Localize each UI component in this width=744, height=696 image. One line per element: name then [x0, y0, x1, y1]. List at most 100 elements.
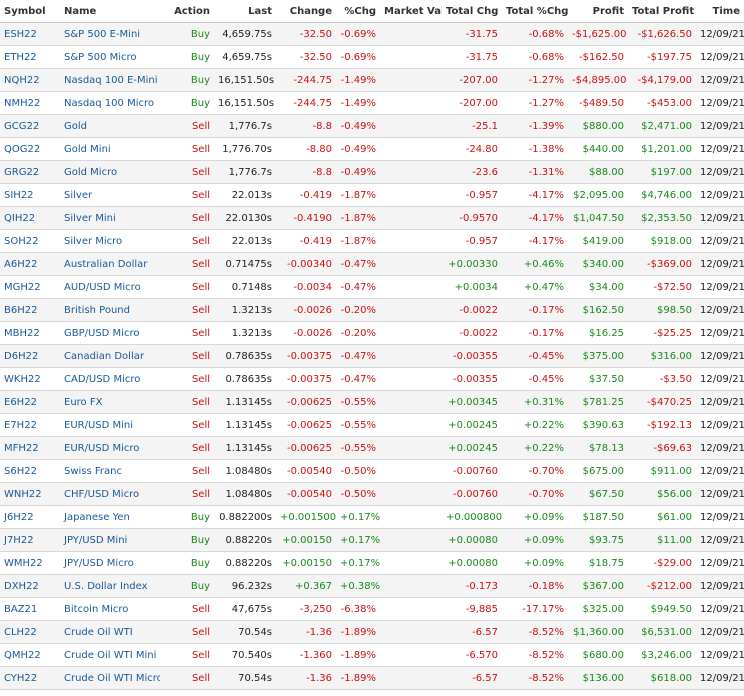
column-header-change[interactable]: Change [276, 0, 336, 23]
cell-name[interactable]: S&P 500 Micro [60, 45, 160, 69]
cell-name[interactable]: JPY/USD Micro [60, 551, 160, 575]
cell-name[interactable]: CAD/USD Micro [60, 367, 160, 391]
table-row[interactable]: D6H22 Canadian Dollar Sell 0.78635s -0.00375… [0, 344, 744, 368]
table-row[interactable]: GRG22 Gold Micro Sell 1,776.7s -8.8 -0.49% -23… [0, 160, 744, 184]
cell-symbol[interactable]: WKH22 [0, 367, 60, 391]
cell-symbol[interactable]: E7H22 [0, 413, 60, 437]
cell-name[interactable]: Silver Micro [60, 229, 160, 253]
cell-name[interactable]: Silver Mini [60, 206, 160, 230]
table-row[interactable]: B6H22 British Pound Sell 1.3213s -0.0026 -0.2… [0, 298, 744, 322]
table-row[interactable]: A6H22 Australian Dollar Sell 0.71475s -0.003… [0, 252, 744, 276]
cell-symbol[interactable]: WMH22 [0, 551, 60, 575]
table-row[interactable]: S6H22 Swiss Franc Sell 1.08480s -0.00540 -0.5… [0, 459, 744, 483]
column-header-total-chg[interactable]: Total Chg [442, 0, 502, 23]
table-row[interactable]: E6H22 Euro FX Sell 1.13145s -0.00625 -0.55% +0… [0, 390, 744, 414]
cell-name[interactable]: Crude Oil WTI Mini [60, 643, 160, 667]
cell-name[interactable]: British Pound [60, 298, 160, 322]
cell-symbol[interactable]: GRG22 [0, 160, 60, 184]
cell-name[interactable]: EUR/USD Mini [60, 413, 160, 437]
cell-name[interactable]: CHF/USD Micro [60, 482, 160, 506]
table-row[interactable]: DXH22 U.S. Dollar Index Buy 96.232s +0.367 +0… [0, 574, 744, 598]
cell-symbol[interactable]: QMH22 [0, 643, 60, 667]
cell-name[interactable]: Gold Micro [60, 160, 160, 184]
table-row[interactable]: QMH22 Crude Oil WTI Mini Sell 70.540s -1.360… [0, 643, 744, 667]
column-header-symbol[interactable]: Symbol [0, 0, 60, 23]
table-row[interactable]: CLH22 Crude Oil WTI Sell 70.54s -1.36 -1.89% -… [0, 620, 744, 644]
cell-name[interactable]: Bitcoin Micro [60, 597, 160, 621]
cell-symbol[interactable]: NQH22 [0, 68, 60, 92]
table-row[interactable]: WNH22 CHF/USD Micro Sell 1.08480s -0.00540 -0… [0, 482, 744, 506]
cell-time: 12/09/21 [696, 505, 744, 529]
cell-symbol[interactable]: J7H22 [0, 528, 60, 552]
cell-symbol[interactable]: WNH22 [0, 482, 60, 506]
cell-name[interactable]: Gold [60, 114, 160, 138]
table-row[interactable]: GCG22 Gold Sell 1,776.7s -8.8 -0.49% -25.1 -1.3… [0, 114, 744, 138]
cell-symbol[interactable]: MFH22 [0, 436, 60, 460]
cell-symbol[interactable]: B6H22 [0, 298, 60, 322]
table-row[interactable]: SOH22 Silver Micro Sell 22.013s -0.419 -1.87%… [0, 229, 744, 253]
cell-name[interactable]: Nasdaq 100 E-Mini [60, 68, 160, 92]
cell-symbol[interactable]: MBH22 [0, 321, 60, 345]
table-row[interactable]: ESH22 S&P 500 E-Mini Buy 4,659.75s -32.50 -0.… [0, 22, 744, 46]
cell-name[interactable]: Australian Dollar [60, 252, 160, 276]
cell-name[interactable]: AUD/USD Micro [60, 275, 160, 299]
cell-symbol[interactable]: E6H22 [0, 390, 60, 414]
column-header-profit[interactable]: Profit [568, 0, 628, 23]
cell-symbol[interactable]: NMH22 [0, 91, 60, 115]
table-row[interactable]: MBH22 GBP/USD Micro Sell 1.3213s -0.0026 -0.2… [0, 321, 744, 345]
column-header-name[interactable]: Name [60, 0, 160, 23]
cell-name[interactable]: Canadian Dollar [60, 344, 160, 368]
cell-name[interactable]: JPY/USD Mini [60, 528, 160, 552]
cell-name[interactable]: EUR/USD Micro [60, 436, 160, 460]
cell-symbol[interactable]: SIH22 [0, 183, 60, 207]
table-row[interactable]: CYH22 Crude Oil WTI Micro Sell 70.54s -1.36-… [0, 666, 744, 690]
cell-name[interactable]: Nasdaq 100 Micro [60, 91, 160, 115]
cell-name[interactable]: U.S. Dollar Index [60, 574, 160, 598]
table-row[interactable]: J6H22 Japanese Yen Buy 0.882200s +0.001500 +0… [0, 505, 744, 529]
cell-symbol[interactable]: A6H22 [0, 252, 60, 276]
column-header-action[interactable]: Action [160, 0, 214, 23]
cell-name[interactable]: S&P 500 E-Mini [60, 22, 160, 46]
cell-name[interactable]: Swiss Franc [60, 459, 160, 483]
column-header-pct-chg[interactable]: %Chg [336, 0, 380, 23]
table-row[interactable]: E7H22 EUR/USD Mini Sell 1.13145s -0.00625 -0.… [0, 413, 744, 437]
table-row[interactable]: WKH22 CAD/USD Micro Sell 0.78635s -0.00375 -0… [0, 367, 744, 391]
cell-symbol[interactable]: S6H22 [0, 459, 60, 483]
table-row[interactable]: QIH22 Silver Mini Sell 22.0130s -0.4190 -1.87… [0, 206, 744, 230]
table-row[interactable]: NMH22 Nasdaq 100 Micro Buy 16,151.50s -244.7… [0, 91, 744, 115]
cell-symbol[interactable]: ETH22 [0, 45, 60, 69]
cell-symbol[interactable]: BAZ21 [0, 597, 60, 621]
cell-symbol[interactable]: QIH22 [0, 206, 60, 230]
column-header-total-pct-chg[interactable]: Total %Chg [502, 0, 568, 23]
table-row[interactable]: MFH22 EUR/USD Micro Sell 1.13145s -0.00625 -0… [0, 436, 744, 460]
column-header-last[interactable]: Last [214, 0, 276, 23]
cell-symbol[interactable]: MGH22 [0, 275, 60, 299]
cell-symbol[interactable]: SOH22 [0, 229, 60, 253]
cell-name[interactable]: Gold Mini [60, 137, 160, 161]
cell-symbol[interactable]: ESH22 [0, 22, 60, 46]
cell-name[interactable]: Crude Oil WTI [60, 620, 160, 644]
table-row[interactable]: WMH22 JPY/USD Micro Buy 0.88220s +0.00150 +0.… [0, 551, 744, 575]
table-row[interactable]: NQH22 Nasdaq 100 E-Mini Buy 16,151.50s -244.… [0, 68, 744, 92]
table-row[interactable]: J7H22 JPY/USD Mini Buy 0.88220s +0.00150 +0.1… [0, 528, 744, 552]
table-row[interactable]: ETH22 S&P 500 Micro Buy 4,659.75s -32.50 -0.6… [0, 45, 744, 69]
cell-symbol[interactable]: GCG22 [0, 114, 60, 138]
table-row[interactable]: QOG22 Gold Mini Sell 1,776.70s -8.80 -0.49% -2… [0, 137, 744, 161]
table-row[interactable]: BAZ21 Bitcoin Micro Sell 47,675s -3,250 -6.38… [0, 597, 744, 621]
cell-name[interactable]: GBP/USD Micro [60, 321, 160, 345]
cell-symbol[interactable]: CYH22 [0, 666, 60, 690]
cell-symbol[interactable]: DXH22 [0, 574, 60, 598]
column-header-time[interactable]: Time [696, 0, 744, 23]
cell-symbol[interactable]: CLH22 [0, 620, 60, 644]
table-row[interactable]: SIH22 Silver Sell 22.013s -0.419 -1.87% -0.957… [0, 183, 744, 207]
cell-name[interactable]: Japanese Yen [60, 505, 160, 529]
column-header-market-val[interactable]: Market Val [380, 0, 442, 23]
column-header-total-profit[interactable]: Total Profit [628, 0, 696, 23]
cell-symbol[interactable]: QOG22 [0, 137, 60, 161]
table-row[interactable]: MGH22 AUD/USD Micro Sell 0.7148s -0.0034 -0.4… [0, 275, 744, 299]
cell-name[interactable]: Crude Oil WTI Micro [60, 666, 160, 690]
cell-name[interactable]: Euro FX [60, 390, 160, 414]
cell-symbol[interactable]: D6H22 [0, 344, 60, 368]
cell-symbol[interactable]: J6H22 [0, 505, 60, 529]
cell-name[interactable]: Silver [60, 183, 160, 207]
